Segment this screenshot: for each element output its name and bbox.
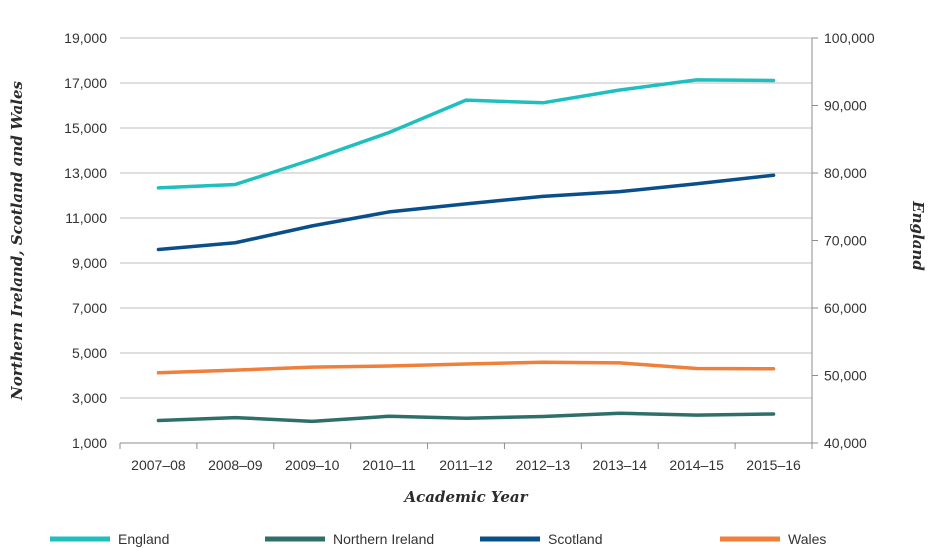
legend-label: Northern Ireland — [333, 531, 434, 547]
x-tick-label: 2008–09 — [208, 457, 263, 473]
x-tick-label: 2012–13 — [516, 457, 571, 473]
x-axis: 2007–08 2008–09 2009–10 2010–11 2011–12 2012–… — [119, 443, 813, 473]
x-tick-label: 2013–14 — [593, 457, 648, 473]
y-right-tick-label: 60,000 — [824, 300, 867, 316]
y-left-tick-label: 3,000 — [72, 390, 107, 406]
y-left-tick-label: 11,000 — [65, 210, 107, 226]
y-left-tick-label: 15,000 — [64, 120, 107, 136]
y-left-tick-label: 17,000 — [64, 75, 107, 91]
legend-label: Scotland — [548, 531, 602, 547]
y-left-tick-label: 1,000 — [72, 435, 107, 451]
x-tick-label: 2009–10 — [285, 457, 340, 473]
x-tick-label: 2011–12 — [439, 457, 493, 473]
series-line-scotland — [156, 173, 776, 252]
x-tick-label: 2014–15 — [669, 457, 724, 473]
y-left-tick-label: 5,000 — [72, 345, 107, 361]
y-right-tick-label: 80,000 — [824, 165, 867, 181]
legend: England Northern Ireland Scotland Wales — [50, 531, 826, 547]
series-lines — [156, 78, 776, 424]
series-line-england — [156, 78, 776, 190]
y-axis-left-title: Northern Ireland, Scotland and Wales — [8, 80, 26, 401]
x-tick-label: 2015–16 — [746, 457, 801, 473]
y-right-tick-label: 50,000 — [824, 368, 867, 384]
gridlines — [120, 37, 812, 444]
y-right-tick-label: 70,000 — [824, 233, 867, 249]
x-tick-label: 2007–08 — [131, 457, 186, 473]
y-left-tick-label: 9,000 — [72, 255, 107, 271]
y-right-tick-label: 40,000 — [824, 435, 867, 451]
legend-label: Wales — [788, 531, 826, 547]
series-line-northern-ireland — [156, 411, 776, 424]
y-right-tick-label: 100,000 — [824, 30, 875, 46]
y-left-tick-label: 7,000 — [72, 300, 107, 316]
y-axis-right-title: England — [909, 200, 927, 271]
y-right-tick-label: 90,000 — [824, 98, 867, 114]
x-tick-label: 2010–11 — [362, 457, 416, 473]
y-left-tick-label: 13,000 — [64, 165, 107, 181]
legend-label: England — [118, 531, 169, 547]
y-axis-left: 1,000 3,000 5,000 7,000 9,000 11,000 13,000 15,… — [64, 30, 107, 451]
y-axis-right: 40,000 50,000 60,000 70,000 80,000 90,000 100,… — [811, 30, 875, 451]
y-left-tick-label: 19,000 — [64, 30, 107, 46]
series-line-wales — [156, 360, 776, 375]
x-axis-title: Academic Year — [402, 488, 528, 506]
